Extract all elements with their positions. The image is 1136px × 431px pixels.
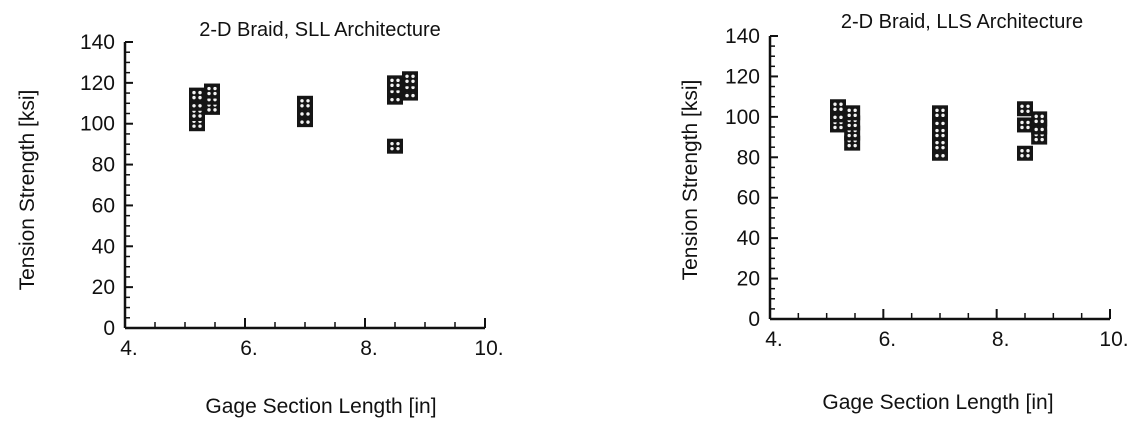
y-tick-label: 20 [92,276,115,299]
data-point [204,83,220,99]
data-point [932,105,948,121]
data-point [1017,117,1033,133]
chart-title: 2-D Braid, SLL Architecture [199,19,441,41]
x-tick-label: 4. [765,328,783,351]
data-point [1017,101,1033,117]
data-point [932,125,948,141]
x-tick-label: 10. [1099,328,1128,351]
y-tick-label: 80 [92,154,115,177]
x-tick-label: 8. [992,328,1010,351]
chart-title: 2-D Braid, LLS Architecture [841,11,1083,33]
data-point [932,137,948,153]
y-tick-label: 60 [92,194,115,217]
x-tick-label: 10. [474,337,503,360]
data-point [387,138,403,154]
y-axis-label: Tension Strength [ksi] [679,80,702,281]
data-point [1031,111,1048,127]
data-point [844,105,861,121]
data-point [297,95,313,111]
chart-sll: 2-D Braid, SLL Architecture Tension Stre… [16,19,504,418]
y-tick-label: 60 [737,187,760,210]
chart-lls: 2-D Braid, LLS Architecture Tension Stre… [679,11,1129,414]
y-tick-label: 80 [737,146,760,169]
y-tick-label: 20 [737,268,760,291]
x-tick-label: 4. [120,337,138,360]
y-tick-label: 100 [725,106,760,129]
y-tick-label: 40 [737,227,760,250]
y-axis-label: Tension Strength [ksi] [16,90,39,291]
x-axis-label: Gage Section Length [in] [205,395,436,418]
x-tick-label: 6. [879,328,897,351]
y-tick-label: 0 [103,317,115,340]
y-tick-label: 120 [80,72,115,95]
y-tick-label: 0 [748,308,760,331]
data-point [830,99,846,115]
data-point [387,75,403,91]
y-tick-label: 140 [725,25,760,48]
y-tick-label: 120 [725,65,760,88]
x-tick-label: 6. [240,337,258,360]
y-tick-label: 140 [80,31,115,54]
y-tick-label: 40 [92,235,115,258]
x-tick-label: 8. [360,337,378,360]
data-point [1017,145,1033,161]
x-axis-label: Gage Section Length [in] [822,391,1053,414]
data-point [189,87,205,103]
y-tick-label: 100 [80,113,115,136]
data-point [402,71,418,87]
